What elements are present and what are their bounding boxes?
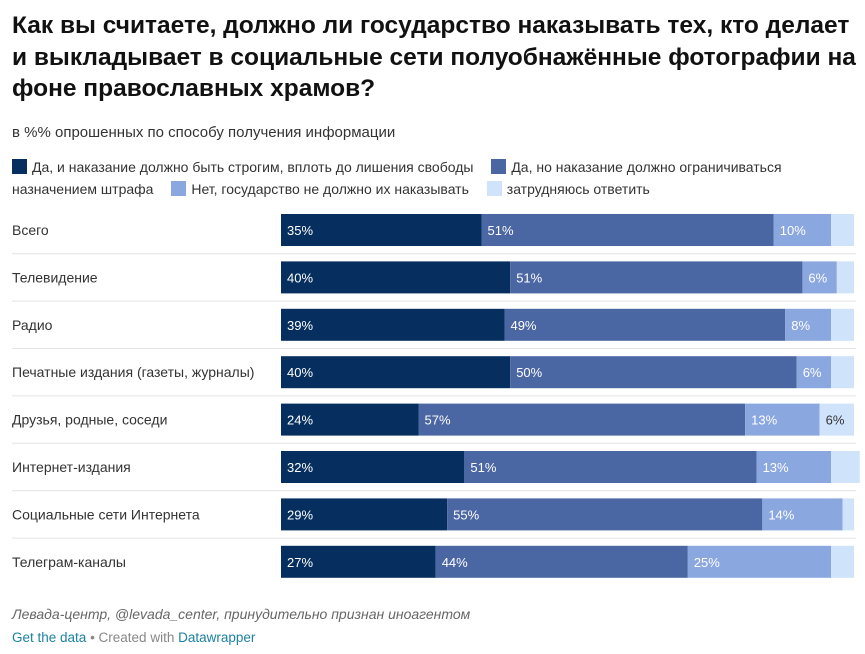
bar-segment — [796, 356, 832, 389]
bar-segment — [831, 356, 854, 389]
bar-segment — [281, 308, 505, 341]
footer-source: Левада-центр, @levada_center, принудител… — [12, 606, 471, 622]
category-label: Радио — [12, 317, 53, 333]
legend-swatch — [171, 181, 187, 196]
bar-segment — [481, 214, 774, 246]
legend-label: Нет, государство не должно их наказывать — [191, 181, 469, 197]
value-label: 27% — [287, 555, 313, 570]
bar-segment — [435, 545, 688, 578]
datawrapper-link[interactable]: Datawrapper — [178, 630, 256, 645]
bar-segment — [418, 403, 746, 436]
value-label: 8% — [791, 318, 810, 333]
bar-segment — [836, 261, 854, 294]
category-label: Печатные издания (газеты, журналы) — [12, 364, 254, 380]
footer-separator: • Created with — [86, 630, 179, 645]
legend: Да, и наказание должно быть строгим, впл… — [12, 156, 857, 200]
bar-segment — [510, 261, 803, 294]
bar-segment — [802, 261, 837, 294]
category-label: Социальные сети Интернета — [12, 506, 200, 522]
bar-segment — [281, 356, 511, 389]
stacked-bar-chart: Всего 35% 51% 10% Телевидение 40% 51% 6% Радио 39… — [12, 214, 860, 578]
bar-segment — [687, 545, 832, 578]
value-label: 49% — [510, 318, 536, 333]
value-label: 44% — [442, 555, 468, 570]
legend-label: затрудняюсь ответить — [506, 181, 650, 197]
bar-segment — [831, 214, 854, 246]
bar-segment — [756, 451, 832, 483]
value-label: 24% — [287, 413, 313, 428]
legend-item-undecided: затрудняюсь ответить — [486, 181, 650, 197]
chart-subtitle: в %% опрошенных по способу получения инф… — [12, 124, 396, 141]
legend-item-fine: Да, но наказание должно ограничиваться н… — [12, 159, 782, 197]
value-label: 35% — [287, 223, 313, 238]
category-label: Телеграм-каналы — [12, 554, 126, 570]
value-label: 13% — [763, 460, 789, 475]
bar-segment — [510, 356, 797, 389]
bar-segment — [762, 498, 843, 531]
value-label: 10% — [780, 223, 806, 238]
bar-segment — [447, 498, 763, 531]
legend-label: Да, но наказание должно ограничиваться н… — [12, 159, 782, 197]
category-label: Всего — [12, 222, 49, 238]
footer-links: Get the data • Created with Datawrapper — [12, 630, 255, 645]
value-label: 6% — [803, 365, 822, 380]
legend-swatch — [12, 159, 27, 174]
value-label: 51% — [470, 460, 496, 475]
value-label: 51% — [516, 270, 542, 285]
bar-segment — [464, 451, 757, 483]
value-label: 32% — [287, 460, 313, 475]
bar-segment — [785, 308, 832, 341]
bar-segment — [745, 403, 820, 436]
legend-swatch — [486, 181, 502, 196]
value-label: 6% — [808, 270, 827, 285]
bar-segment — [831, 545, 854, 578]
category-label: Друзья, родные, соседи — [12, 412, 167, 428]
value-label: 39% — [287, 318, 313, 333]
value-label: 51% — [488, 223, 514, 238]
bar-segment — [281, 261, 511, 294]
value-label: 40% — [287, 365, 313, 380]
value-label: 6% — [826, 413, 845, 428]
bar-segment — [831, 308, 854, 341]
legend-label: Да, и наказание должно быть строгим, впл… — [32, 159, 474, 175]
bar-segment — [504, 308, 786, 341]
get-the-data-link[interactable]: Get the data — [12, 630, 87, 645]
bar-segment — [773, 214, 832, 246]
bar-segment — [281, 451, 465, 483]
category-label: Телевидение — [12, 269, 98, 285]
value-label: 57% — [425, 413, 451, 428]
category-label: Интернет-издания — [12, 459, 131, 475]
value-label: 25% — [694, 555, 720, 570]
bar-segment — [281, 545, 436, 578]
value-label: 50% — [516, 365, 542, 380]
legend-item-no: Нет, государство не должно их наказывать — [171, 181, 469, 197]
value-label: 14% — [768, 507, 794, 522]
value-label: 13% — [751, 413, 777, 428]
bar-segment — [819, 403, 854, 436]
chart-title: Как вы считаете, должно ли государство н… — [12, 12, 856, 102]
legend-swatch — [491, 159, 507, 174]
bar-segment — [281, 498, 448, 531]
value-label: 55% — [453, 507, 479, 522]
value-label: 40% — [287, 270, 313, 285]
bar-segment — [281, 403, 419, 436]
bar-segment — [281, 214, 482, 246]
bar-segment — [831, 451, 860, 483]
legend-item-strict: Да, и наказание должно быть строгим, впл… — [12, 159, 473, 175]
bar-segment — [842, 498, 854, 531]
value-label: 29% — [287, 507, 313, 522]
